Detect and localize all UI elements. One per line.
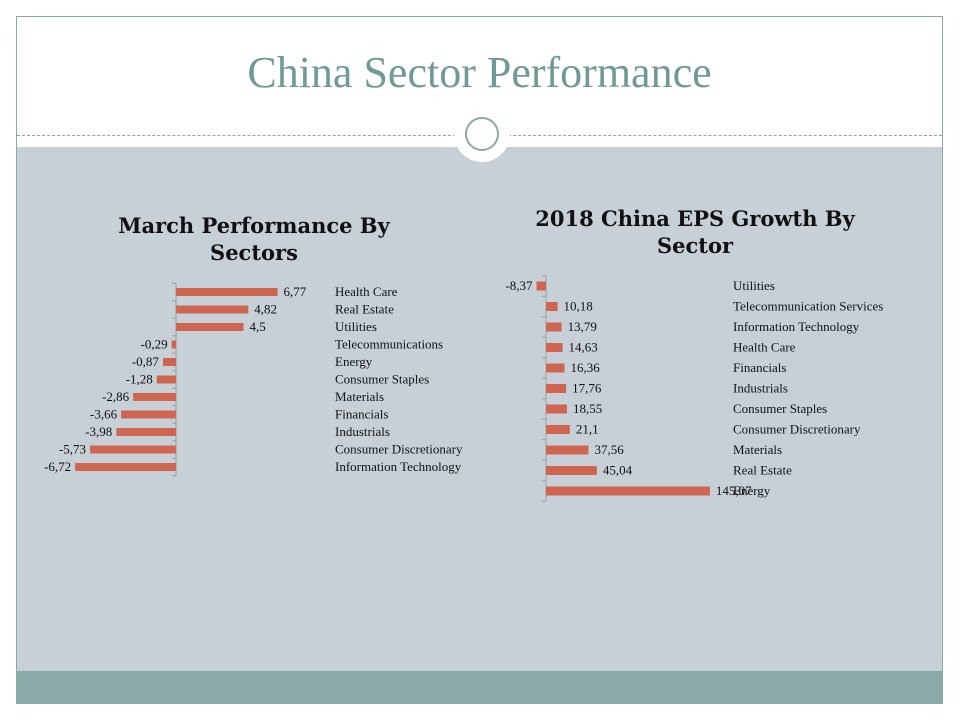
category-label: Consumer Staples bbox=[335, 372, 429, 387]
data-label: 4,82 bbox=[254, 302, 277, 317]
category-label: Health Care bbox=[733, 340, 796, 355]
category-label: Consumer Discretionary bbox=[733, 422, 861, 437]
data-label: -2,86 bbox=[102, 389, 130, 404]
bar bbox=[133, 393, 176, 401]
chart1-marks: 6,77 Health Care 4,82 Real Estate 4,5 Utiliti… bbox=[44, 282, 463, 477]
data-label: -3,98 bbox=[85, 424, 112, 439]
data-label: 145,07 bbox=[716, 483, 752, 498]
category-label: Real Estate bbox=[733, 463, 792, 478]
bar bbox=[90, 445, 176, 454]
bar bbox=[546, 445, 589, 455]
bar bbox=[176, 305, 249, 314]
category-label: Utilities bbox=[335, 319, 377, 334]
chart-eps-growth: 2018 China EPS Growth By Sector -8,37 Util… bbox=[505, 206, 883, 502]
data-label: -1,28 bbox=[126, 372, 153, 387]
category-label: Financials bbox=[733, 360, 786, 375]
chart1-title-line1: March Performance By bbox=[118, 213, 390, 238]
data-label: -5,73 bbox=[59, 442, 86, 457]
bar bbox=[176, 288, 278, 296]
category-label: Information Technology bbox=[733, 319, 860, 334]
chart1-title-line2: Sectors bbox=[210, 240, 298, 265]
chart2-title: 2018 China EPS Growth By Sector bbox=[535, 206, 855, 258]
bar bbox=[75, 463, 176, 471]
data-label: 37,56 bbox=[594, 442, 624, 457]
bar bbox=[121, 410, 176, 419]
bar bbox=[116, 428, 176, 436]
bar bbox=[536, 281, 546, 291]
category-label: Energy bbox=[335, 354, 373, 369]
category-label: Telecommunications bbox=[335, 337, 443, 352]
category-label: Energy bbox=[733, 483, 771, 498]
chart1-title: March Performance By Sectors bbox=[118, 213, 390, 265]
category-label: Industrials bbox=[335, 424, 390, 439]
category-label: Consumer Discretionary bbox=[335, 442, 463, 457]
bar bbox=[546, 302, 558, 311]
data-label: 13,79 bbox=[568, 319, 597, 334]
bar bbox=[546, 425, 570, 434]
data-label: 10,18 bbox=[564, 299, 593, 314]
category-label: Information Technology bbox=[335, 459, 462, 474]
bar bbox=[546, 466, 597, 475]
category-label: Materials bbox=[335, 389, 384, 404]
bar bbox=[171, 340, 176, 349]
chart2-marks: -8,37 Utilities 10,18 Telecommunication Ser… bbox=[505, 275, 883, 502]
bar bbox=[546, 404, 567, 414]
category-label: Utilities bbox=[733, 278, 775, 293]
bar bbox=[162, 358, 176, 366]
slide: China Sector Performance bbox=[16, 16, 943, 704]
bar bbox=[156, 375, 176, 384]
slide-title: China Sector Performance bbox=[247, 48, 712, 97]
chart2-title-line1: 2018 China EPS Growth By bbox=[535, 206, 855, 231]
data-label: 18,55 bbox=[573, 401, 602, 416]
category-label: Real Estate bbox=[335, 302, 394, 317]
data-label: 17,76 bbox=[572, 381, 602, 396]
bar bbox=[176, 323, 244, 331]
chart-march-performance: March Performance By Sectors 6,77 Health C… bbox=[44, 213, 463, 477]
data-label: -0,87 bbox=[132, 354, 160, 369]
bar bbox=[546, 322, 562, 332]
data-label: 45,04 bbox=[603, 463, 633, 478]
data-label: -6,72 bbox=[44, 459, 71, 474]
bar bbox=[546, 384, 567, 393]
category-label: Telecommunication Services bbox=[733, 299, 883, 314]
data-label: -3,66 bbox=[90, 407, 118, 422]
data-label: 6,77 bbox=[284, 284, 307, 299]
data-label: 16,36 bbox=[570, 360, 600, 375]
ornament-ring-icon bbox=[465, 117, 499, 151]
data-label: 4,5 bbox=[250, 319, 266, 334]
data-label: 21,1 bbox=[576, 422, 599, 437]
bar bbox=[546, 343, 563, 352]
bar bbox=[546, 486, 710, 496]
content-area bbox=[17, 147, 942, 671]
category-label: Consumer Staples bbox=[733, 401, 827, 416]
category-label: Health Care bbox=[335, 284, 398, 299]
data-label: -0,29 bbox=[141, 337, 168, 352]
category-label: Materials bbox=[733, 442, 782, 457]
data-label: 14,63 bbox=[569, 340, 598, 355]
data-label: -8,37 bbox=[505, 278, 533, 293]
category-label: Industrials bbox=[733, 381, 788, 396]
footer-bar bbox=[17, 671, 942, 703]
bar bbox=[546, 363, 565, 373]
chart2-title-line2: Sector bbox=[657, 233, 734, 258]
category-label: Financials bbox=[335, 407, 388, 422]
